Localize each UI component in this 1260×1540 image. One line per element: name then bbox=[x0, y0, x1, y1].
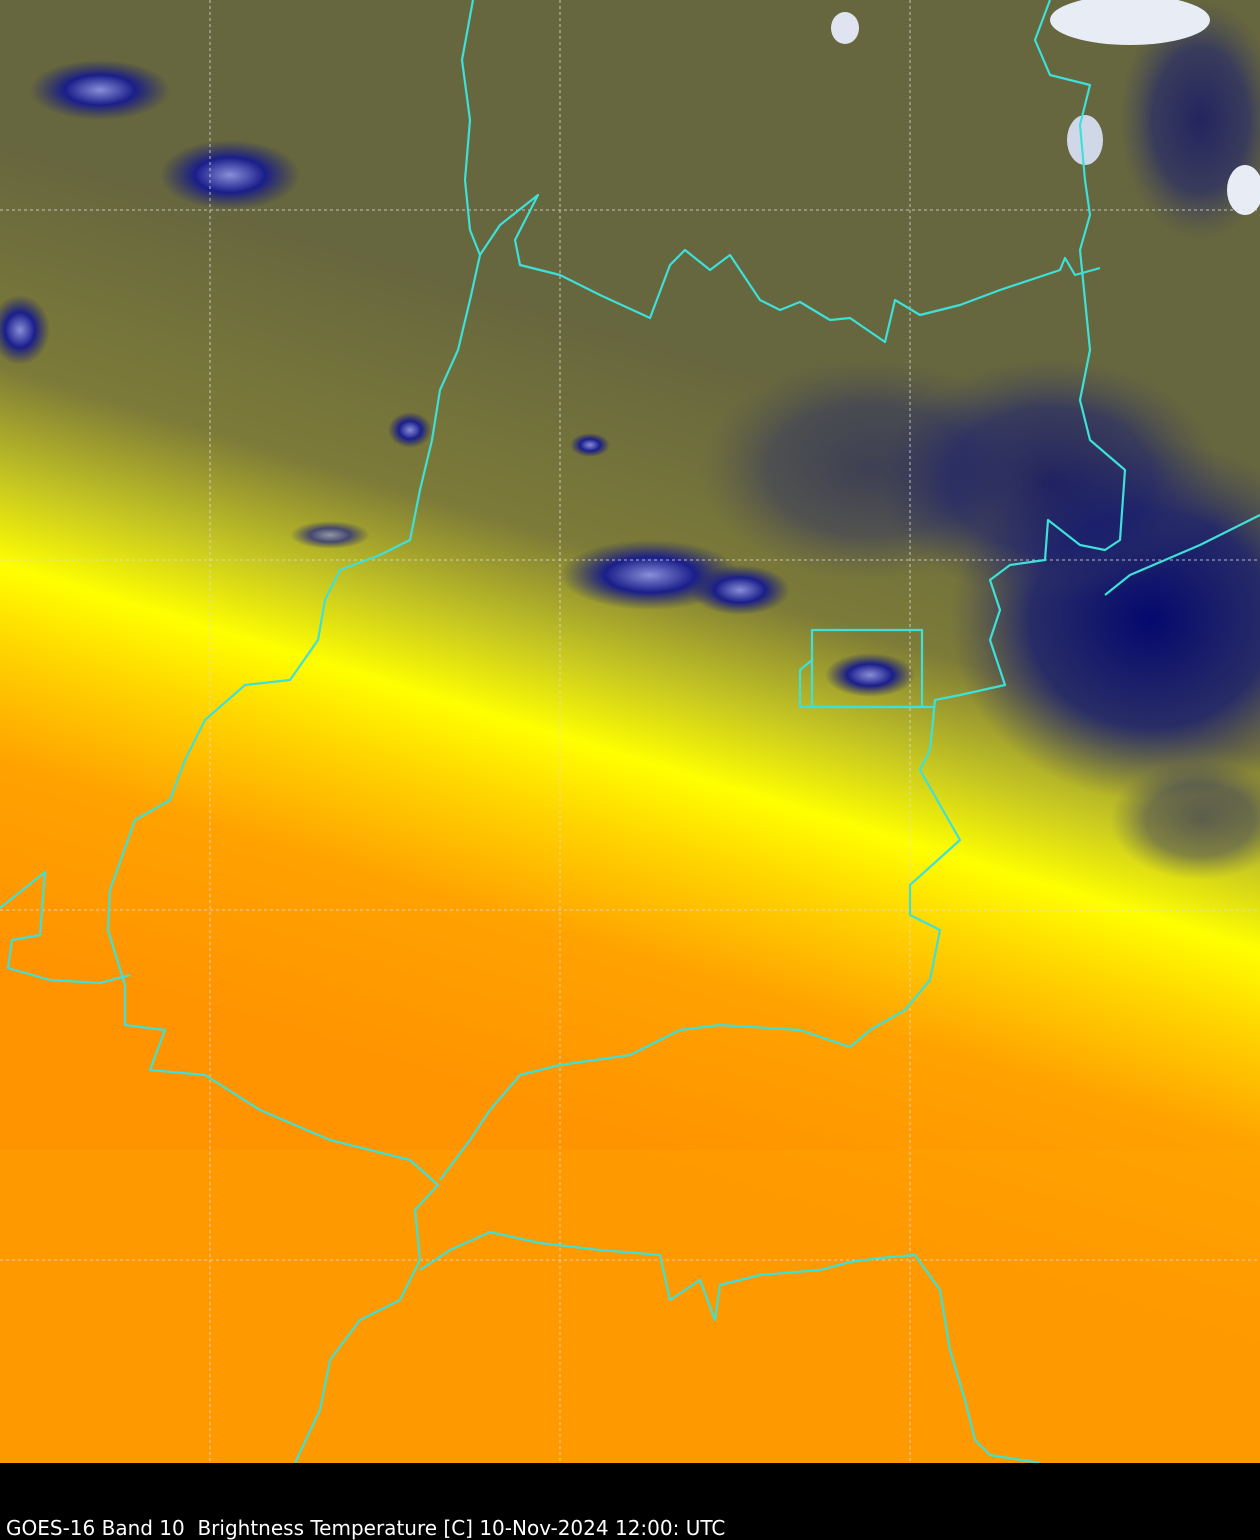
warm-field bbox=[0, 1150, 1260, 1463]
cold-clouds bbox=[0, 0, 1260, 880]
caption: GOES-16 Band 10 Brightness Temperature [… bbox=[6, 1516, 726, 1540]
satellite-image bbox=[0, 0, 1260, 1463]
borders bbox=[0, 0, 1260, 1463]
graticule bbox=[0, 0, 1260, 1463]
